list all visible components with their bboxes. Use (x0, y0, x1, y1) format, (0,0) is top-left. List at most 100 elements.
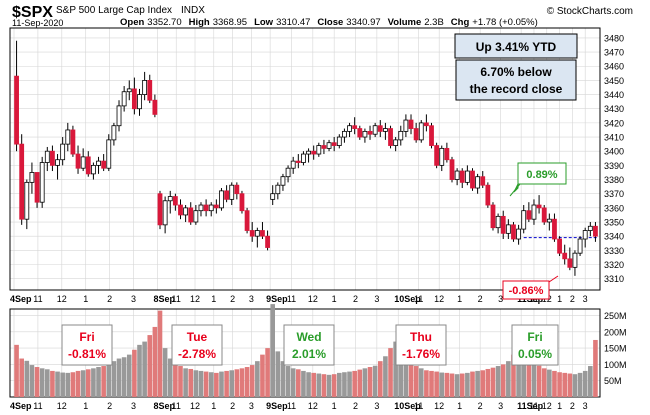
volume-bar (178, 366, 183, 397)
volume-bar (239, 368, 245, 397)
volume-bar (29, 365, 35, 397)
candle-body (495, 215, 501, 229)
volume-bar (147, 335, 153, 397)
volume-bar (429, 370, 434, 397)
candle-body (423, 122, 429, 127)
volume-bar (106, 363, 112, 397)
volume-bar (531, 361, 537, 397)
x-tick-label: 11 (287, 401, 296, 411)
candle-body (198, 204, 204, 212)
low-value: 3310.47 (276, 17, 310, 28)
volume-bar (34, 367, 40, 397)
candle-body (316, 145, 322, 155)
volume-bar (377, 361, 383, 397)
volume-bar (470, 371, 475, 397)
volume-bar (183, 368, 188, 397)
candle-body (203, 204, 209, 212)
price-tick-label: 3470 (604, 48, 624, 58)
volume-bar (301, 370, 306, 397)
candle-body (80, 156, 86, 169)
candle-body (183, 207, 189, 216)
candle-body (546, 218, 552, 223)
volume-bar (500, 364, 506, 397)
candle-body (19, 143, 25, 220)
price-tick-label: 3460 (604, 62, 624, 72)
candle-body (85, 156, 91, 175)
candle-body (408, 119, 414, 129)
volume-bar (444, 372, 450, 397)
volume-bar (352, 370, 357, 397)
x-tick-label: 2 (230, 294, 235, 304)
volume-bar (511, 354, 516, 397)
x-tick-label: 12 (434, 401, 444, 411)
candle-body (357, 128, 363, 138)
day-box-2-chg: -2.78% (178, 347, 216, 361)
candle-body (541, 207, 547, 223)
volume-bar (249, 365, 255, 397)
volume-bar (418, 368, 424, 397)
day-box-2-day: Tue (187, 330, 208, 344)
volume-bar (582, 370, 588, 397)
x-tick-label: 8Sep (153, 401, 175, 411)
volume-bar (306, 372, 311, 397)
volume-bar (65, 372, 71, 397)
candle-body (516, 228, 521, 240)
x-tick-label: 1 (457, 401, 462, 411)
candle-body (208, 204, 214, 212)
x-tick-label: 10Sep (394, 401, 421, 411)
candle-body (75, 153, 81, 169)
volume-tick-label: 50M (604, 376, 622, 386)
candle-body (270, 193, 276, 200)
volume-bar (214, 372, 219, 397)
x-tick-label: 11Sep (517, 401, 544, 411)
x-tick-label: 4Sep (10, 401, 32, 411)
candle-body (331, 142, 337, 146)
day-box-3-chg: 2.01% (292, 347, 326, 361)
candle-body (505, 224, 511, 234)
candle-body (70, 129, 76, 155)
candle-body (321, 145, 327, 149)
candle-body (511, 224, 516, 240)
candle-body (280, 176, 286, 186)
volume-bar (75, 370, 81, 397)
volume-bar (80, 370, 86, 397)
volume-bar (459, 373, 465, 397)
candle-body (44, 150, 50, 163)
volume-bar (475, 370, 480, 397)
volume-bar (480, 370, 486, 397)
volume-bar (552, 370, 557, 397)
volume-bar (326, 374, 332, 397)
volume-bar (408, 361, 414, 397)
price-tick-label: 3420 (604, 118, 624, 128)
candle-body (157, 193, 163, 226)
x-tick-label: 2 (570, 401, 575, 411)
candle-body (111, 125, 117, 141)
candle-body (485, 184, 491, 206)
volume-bar (280, 361, 286, 397)
volume-bar (19, 358, 24, 397)
volume-bar (485, 368, 491, 397)
candle-body (265, 235, 270, 248)
volume-bar (121, 357, 127, 397)
candle-body (398, 130, 404, 141)
day-box-1-chg: -0.81% (68, 347, 106, 361)
x-tick-label: 2 (107, 294, 112, 304)
chg-value: +1.78 (+0.05%) (472, 17, 538, 28)
symbol-title: $SPX (12, 4, 53, 21)
candle-body (213, 204, 219, 209)
volume-bar (465, 372, 470, 397)
candle-body (234, 184, 240, 195)
close-label: Close (317, 17, 343, 28)
candle-body (219, 190, 224, 209)
volume-bar (70, 372, 76, 397)
x-tick-label: 1 (83, 401, 88, 411)
candle-body (167, 196, 173, 202)
candle-body (147, 80, 153, 101)
candle-body (449, 159, 455, 180)
volume-bar (188, 368, 194, 397)
volume-bar (126, 354, 132, 397)
day-box-4-day: Thu (410, 330, 432, 344)
volume-bar (96, 367, 101, 397)
candle-body (162, 200, 168, 226)
x-tick-label: 1 (332, 401, 337, 411)
